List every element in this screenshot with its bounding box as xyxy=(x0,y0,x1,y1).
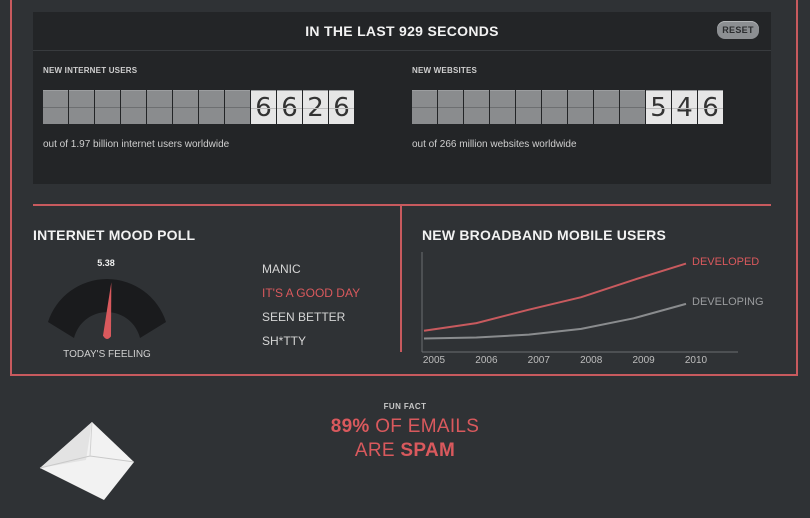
users-digit xyxy=(43,90,68,124)
fun-fact-label: FUN FACT xyxy=(383,402,427,411)
gauge-needle xyxy=(103,282,112,339)
websites-digit xyxy=(464,90,489,124)
series-label-developing: DEVELOPING xyxy=(692,295,764,308)
users-digit: 6 xyxy=(277,90,302,124)
users-digit xyxy=(95,90,120,124)
fun-fact-line-1: 89% OF EMAILS xyxy=(0,416,810,438)
counter-title: IN THE LAST 929 SECONDS xyxy=(305,23,499,39)
mood-option-manic[interactable]: MANIC xyxy=(262,262,301,276)
series-label-developed: DEVELOPED xyxy=(692,255,760,268)
gauge-caption: TODAY'S FEELING xyxy=(63,349,151,360)
gauge-arc xyxy=(48,279,166,338)
fun-fact-emails: OF EMAILS xyxy=(369,416,480,437)
users-digit xyxy=(173,90,198,124)
users-digit xyxy=(147,90,172,124)
series-line-developing xyxy=(423,302,687,340)
x-tick-label: 2006 xyxy=(475,355,498,366)
users-digit xyxy=(121,90,146,124)
websites-digit xyxy=(568,90,593,124)
mood-option-shtty[interactable]: SH*TTY xyxy=(262,334,307,348)
x-tick-label: 2009 xyxy=(632,355,655,366)
websites-digit xyxy=(542,90,567,124)
reset-button[interactable]: RESET xyxy=(717,21,759,39)
mood-option-seen-better[interactable]: SEEN BETTER xyxy=(262,310,346,324)
websites-digit xyxy=(412,90,437,124)
websites-digit xyxy=(438,90,463,124)
websites-digit: 4 xyxy=(672,90,697,124)
fun-fact-percent: 89% xyxy=(330,416,370,437)
x-tick-label: 2007 xyxy=(527,355,550,366)
users-digit: 6 xyxy=(329,90,354,124)
websites-digit xyxy=(620,90,645,124)
websites-subtitle: out of 266 million websites worldwide xyxy=(412,139,577,150)
series-line-developed xyxy=(423,262,687,332)
internet-users-subtitle: out of 1.97 billion internet users world… xyxy=(43,139,230,150)
x-tick-label: 2008 xyxy=(580,355,603,366)
fun-fact-spam: SPAM xyxy=(400,440,456,461)
fun-fact-are: ARE xyxy=(354,440,401,461)
users-digit xyxy=(199,90,224,124)
counter-header: IN THE LAST 929 SECONDS RESET xyxy=(33,12,771,51)
mood-gauge xyxy=(48,279,166,339)
broadband-chart xyxy=(421,252,738,353)
x-tick-label: 2005 xyxy=(422,355,446,366)
mood-poll-title: INTERNET MOOD POLL xyxy=(33,227,196,243)
users-digit: 2 xyxy=(303,90,328,124)
websites-digit: 6 xyxy=(698,90,723,124)
envelope-icon xyxy=(39,421,135,500)
websites-digit: 5 xyxy=(646,90,671,124)
section-divider-vertical xyxy=(400,206,402,352)
broadband-title: NEW BROADBAND MOBILE USERS xyxy=(422,227,666,243)
fun-fact-line-2: ARE SPAM xyxy=(0,440,810,462)
gauge-value: 5.38 xyxy=(97,258,115,268)
users-digit: 6 xyxy=(251,90,276,124)
x-tick-label: 2010 xyxy=(684,355,708,366)
websites-digit xyxy=(490,90,515,124)
users-digit xyxy=(69,90,94,124)
websites-digit xyxy=(594,90,619,124)
websites-digit xyxy=(516,90,541,124)
new-internet-users-label: NEW INTERNET USERS xyxy=(43,66,138,75)
section-divider-horizontal xyxy=(33,204,771,206)
mood-option-good-day[interactable]: IT'S A GOOD DAY xyxy=(262,286,361,300)
new-websites-label: NEW WEBSITES xyxy=(412,66,478,75)
users-digit xyxy=(225,90,250,124)
dashboard-frame xyxy=(10,0,798,376)
